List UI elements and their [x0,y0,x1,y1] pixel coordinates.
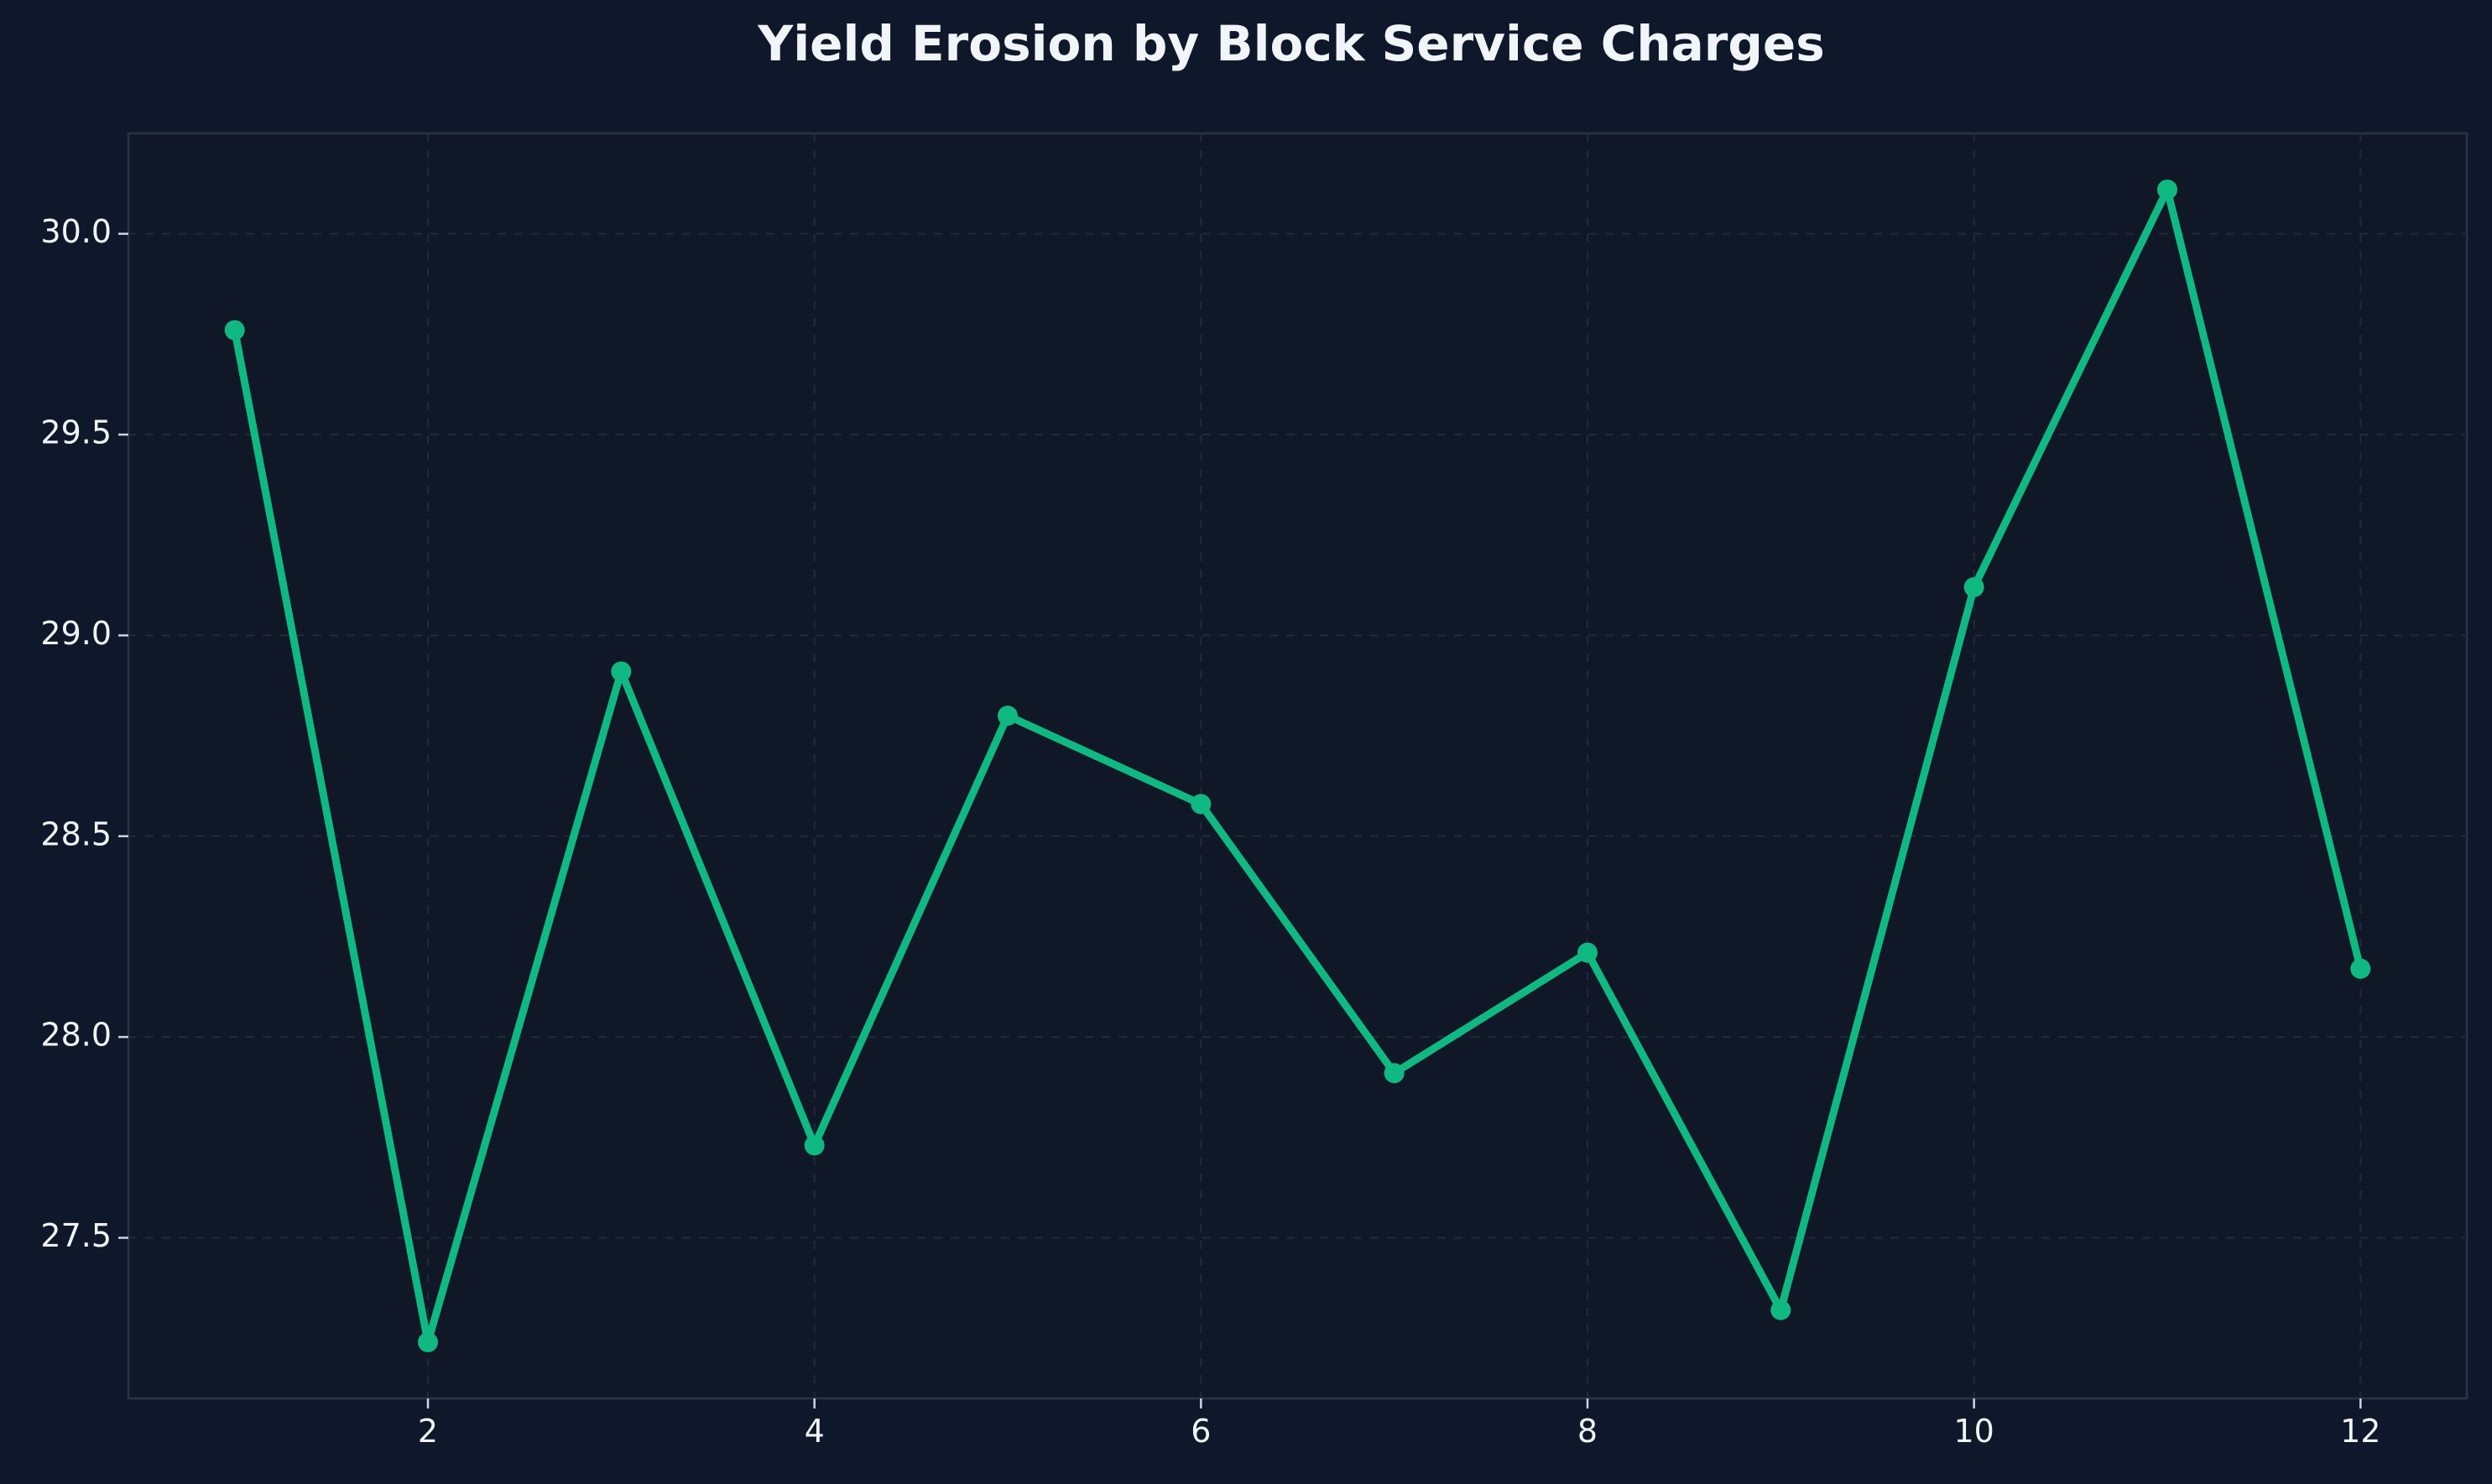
x-tick-label: 4 [805,1413,825,1450]
y-tick-label: 28.5 [40,815,112,852]
data-point [224,320,245,341]
x-tick-label: 10 [1953,1413,1994,1450]
data-point [1191,794,1212,815]
plot-area [127,132,2469,1400]
y-tick-label: 27.5 [40,1217,112,1254]
data-point [1963,576,1984,597]
chart-title: Yield Erosion by Block Service Charges [757,15,1825,72]
y-tick-label: 30.0 [40,213,112,250]
y-tick-label: 29.0 [40,615,112,652]
data-point [998,706,1019,726]
series-line [231,185,2364,1346]
data-point [1577,942,1598,963]
x-tick-label: 2 [418,1413,438,1450]
x-tick-label: 6 [1191,1413,1211,1450]
axis-ticks: 27.5 28.0 28.5 29.0 29.5 30.0 2 4 6 8 10 12 [40,213,2380,1450]
x-tick-label: 12 [2340,1413,2380,1450]
data-point [804,1135,825,1156]
data-point [1770,1299,1791,1320]
data-point [2350,958,2371,979]
x-tick-label: 8 [1577,1413,1598,1450]
data-point [611,661,632,682]
data-point [2156,180,2177,200]
y-tick-label: 29.5 [40,414,112,451]
series-layer [224,180,2371,1352]
data-point [1384,1063,1405,1084]
data-point [418,1331,439,1352]
y-tick-label: 28.0 [40,1017,112,1054]
